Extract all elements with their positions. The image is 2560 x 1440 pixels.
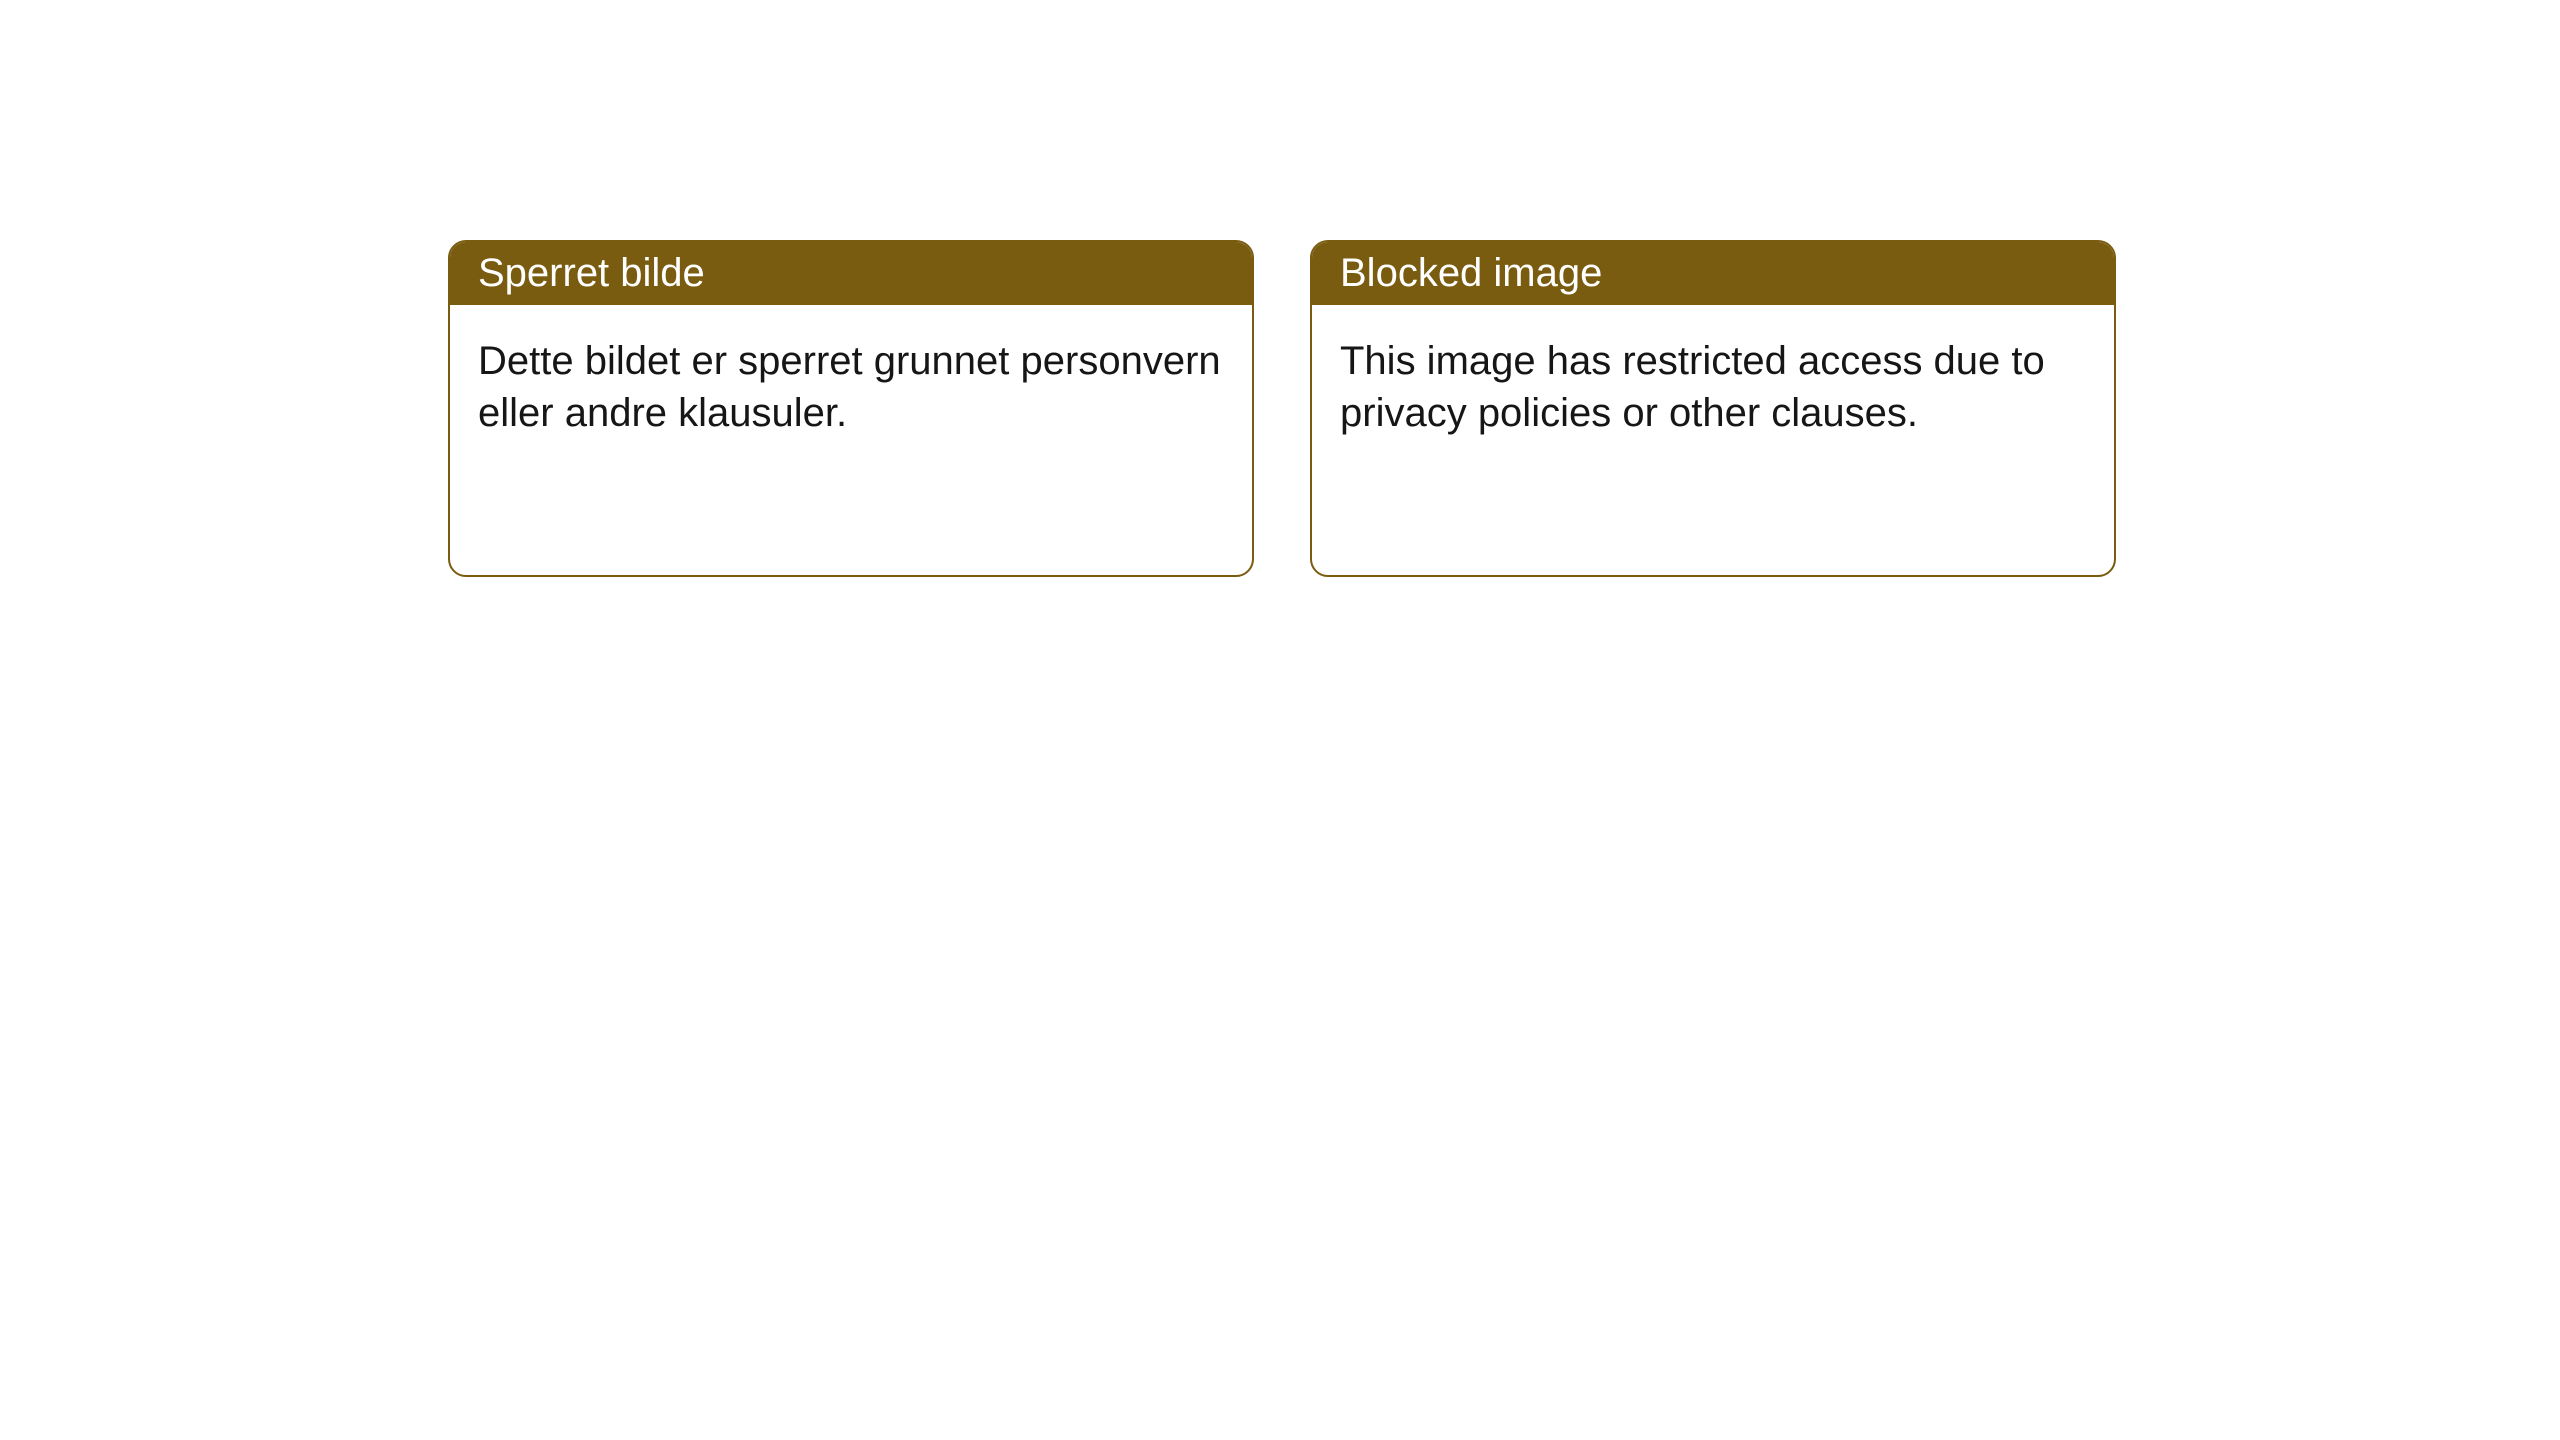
notice-header: Sperret bilde xyxy=(450,242,1252,305)
notice-body: This image has restricted access due to … xyxy=(1312,305,2114,469)
notice-box-english: Blocked image This image has restricted … xyxy=(1310,240,2116,577)
notice-header: Blocked image xyxy=(1312,242,2114,305)
notice-body: Dette bildet er sperret grunnet personve… xyxy=(450,305,1252,469)
notice-box-norwegian: Sperret bilde Dette bildet er sperret gr… xyxy=(448,240,1254,577)
notice-container: Sperret bilde Dette bildet er sperret gr… xyxy=(0,0,2560,577)
